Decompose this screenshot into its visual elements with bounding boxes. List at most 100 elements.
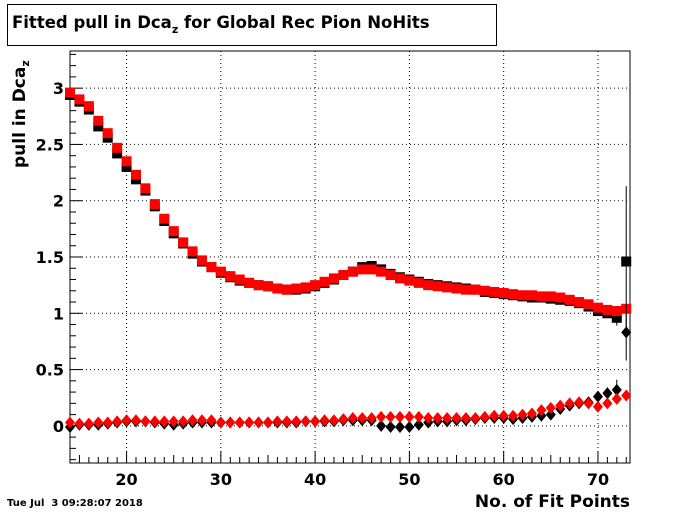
- series-1-point: [300, 282, 311, 293]
- series-3-point: [621, 389, 632, 402]
- series-3-point: [168, 415, 179, 428]
- series-0-point: [611, 312, 622, 323]
- series-3-point: [545, 401, 556, 414]
- y-tick-label: 1: [53, 304, 64, 323]
- series-1-point: [83, 101, 94, 112]
- series-2-point: [602, 387, 613, 400]
- series-1-point: [328, 273, 339, 284]
- series-1-point: [262, 281, 273, 292]
- y-tick-label: 2: [53, 192, 64, 211]
- series-3-point: [564, 397, 575, 410]
- series-1-point: [432, 281, 443, 292]
- series-1-point: [611, 306, 622, 317]
- series-3-point: [451, 411, 462, 424]
- series-3-point: [592, 400, 603, 413]
- series-3-point: [489, 409, 500, 422]
- series-3-point: [215, 416, 226, 429]
- series-3-point: [611, 392, 622, 405]
- series-1-point: [592, 302, 603, 313]
- series-3-point: [244, 416, 255, 429]
- series-3-point: [206, 414, 217, 427]
- series-3-point: [272, 415, 283, 428]
- series-1-point: [206, 262, 217, 273]
- series-0-point: [93, 121, 104, 132]
- series-3-point: [112, 415, 123, 428]
- series-1-point: [74, 94, 85, 105]
- series-1-point: [442, 282, 453, 293]
- series-0-point: [112, 148, 123, 159]
- series-1-point: [564, 294, 575, 305]
- x-axis-label: No. of Fit Points: [474, 492, 630, 512]
- series-3-point: [385, 410, 396, 423]
- series-3-point: [65, 416, 75, 429]
- series-1-point: [253, 280, 264, 291]
- x-tick-label: 50: [398, 470, 420, 489]
- series-3-point: [291, 415, 302, 428]
- series-3-point: [121, 414, 132, 427]
- series-3-point: [196, 414, 207, 427]
- series-3-point: [470, 411, 481, 424]
- series-1-point: [310, 280, 321, 291]
- y-tick-label: 0.5: [36, 361, 64, 380]
- x-tick-label: 40: [304, 470, 326, 489]
- series-3-point: [442, 411, 453, 424]
- y-tick-label: 3: [53, 79, 64, 98]
- series-3-point: [187, 414, 198, 427]
- series-3-point: [423, 411, 434, 424]
- series-3-point: [555, 399, 566, 412]
- series-1-point: [196, 255, 207, 266]
- series-3-point: [178, 415, 189, 428]
- series-3-point: [159, 415, 170, 428]
- series-1-point: [319, 276, 330, 287]
- timestamp: Tue Jul 3 09:28:07 2018: [7, 498, 143, 509]
- series-3-point: [394, 410, 405, 423]
- series-1-point: [357, 264, 368, 275]
- series-3-point: [149, 415, 160, 428]
- x-tick-label: 70: [587, 470, 609, 489]
- series-1-point: [545, 291, 556, 302]
- series-3-point: [310, 415, 321, 428]
- y-tick-label: 2.5: [36, 135, 64, 154]
- series-1-point: [602, 304, 613, 315]
- series-3-point: [498, 409, 509, 422]
- series-1-point: [187, 246, 198, 257]
- series-3-point: [376, 410, 387, 423]
- y-axis-label-subscript: z: [19, 60, 32, 67]
- series-1-point: [517, 290, 528, 301]
- x-tick-label: 30: [210, 470, 232, 489]
- series-3-point: [130, 414, 141, 427]
- series-1-point: [140, 183, 151, 194]
- x-tick-label: 20: [115, 470, 137, 489]
- series-0-point: [621, 256, 632, 267]
- series-1-point: [394, 273, 405, 284]
- series-1-point: [508, 289, 519, 300]
- series-1-point: [168, 226, 179, 237]
- series-1-point: [291, 283, 302, 294]
- series-1-point: [272, 283, 283, 294]
- series-1-point: [583, 299, 594, 310]
- series-1-point: [376, 266, 387, 277]
- series-1-point: [234, 274, 245, 285]
- series-3-point: [281, 415, 292, 428]
- series-3-point: [328, 414, 339, 427]
- series-0-point: [121, 161, 132, 172]
- series-3-point: [508, 409, 519, 422]
- series-3-point: [357, 411, 368, 424]
- series-2-point: [592, 390, 603, 403]
- series-1-point: [149, 199, 160, 210]
- series-2-point: [413, 418, 424, 431]
- series-2-point: [394, 420, 405, 433]
- series-3-point: [479, 410, 490, 423]
- chart-title-subscript: z: [171, 23, 179, 36]
- x-tick-label: 60: [493, 470, 515, 489]
- series-1-point: [366, 264, 377, 275]
- series-3-point: [526, 407, 537, 420]
- series-3-point: [74, 417, 85, 430]
- series-3-point: [432, 411, 443, 424]
- series-1-point: [130, 169, 141, 180]
- series-1-point: [470, 284, 481, 295]
- series-3-point: [234, 416, 245, 429]
- series-3-point: [140, 415, 151, 428]
- series-2-point: [376, 419, 387, 432]
- series-1-point: [574, 297, 585, 308]
